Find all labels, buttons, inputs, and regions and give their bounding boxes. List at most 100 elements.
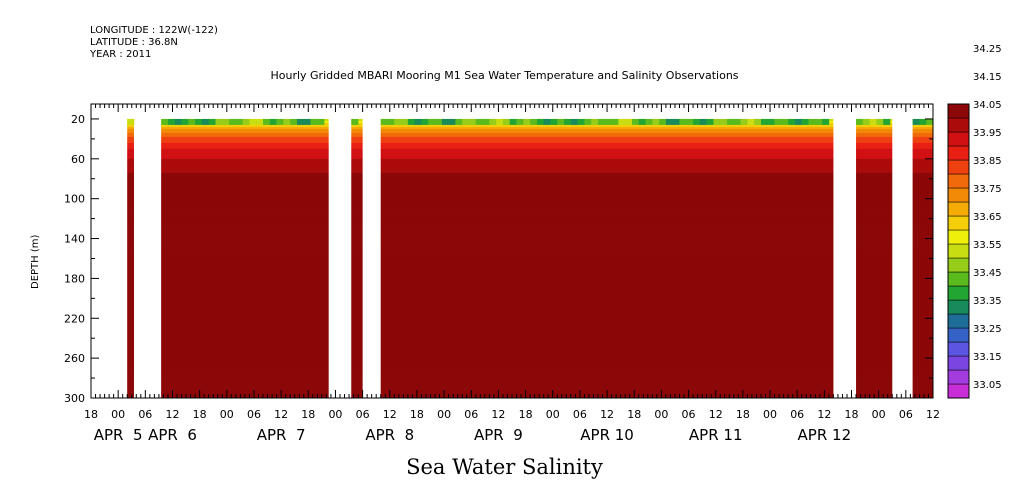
salinity-cell: [161, 294, 329, 297]
salinity-cell: [856, 126, 893, 130]
salinity-cell: [161, 234, 329, 237]
salinity-cell: [127, 144, 135, 148]
x-day-label: APR 7: [257, 426, 306, 444]
salinity-cell: [351, 240, 363, 243]
salinity-cell: [856, 390, 893, 393]
surface-cell: [912, 118, 920, 125]
salinity-cell: [161, 180, 329, 184]
salinity-cell: [912, 342, 933, 345]
x-tick-label: 18: [845, 408, 859, 421]
salinity-cell: [161, 144, 329, 148]
salinity-cell: [351, 392, 363, 395]
y-tick-label: 220: [64, 312, 85, 325]
salinity-cell: [161, 368, 329, 371]
salinity-cell: [856, 238, 893, 241]
salinity-cell: [380, 294, 834, 297]
colorbar-label: 33.95: [973, 128, 1002, 139]
salinity-cell: [856, 344, 893, 347]
salinity-cell: [912, 318, 933, 321]
salinity-cell: [380, 326, 834, 329]
salinity-cell: [161, 384, 329, 387]
salinity-cell: [351, 268, 363, 271]
salinity-cell: [351, 238, 363, 241]
salinity-cell: [351, 308, 363, 311]
salinity-cell: [380, 334, 834, 337]
salinity-cell: [912, 352, 933, 355]
colorbar-swatch: [947, 243, 970, 259]
salinity-cell: [912, 178, 933, 182]
salinity-cell: [912, 298, 933, 301]
salinity-cell: [912, 260, 933, 263]
salinity-cell: [856, 218, 893, 222]
salinity-cell: [380, 234, 834, 237]
salinity-cell: [380, 250, 834, 253]
salinity-cell: [380, 370, 834, 373]
salinity-cell: [161, 308, 329, 311]
salinity-cell: [127, 226, 135, 229]
salinity-cell: [856, 144, 893, 148]
salinity-cell: [380, 314, 834, 317]
salinity-cell: [127, 380, 135, 383]
x-day-label: APR 5: [94, 426, 143, 444]
salinity-cell: [856, 278, 893, 281]
salinity-cell: [380, 276, 834, 279]
salinity-cell: [912, 250, 933, 253]
surface-cell: [577, 118, 585, 125]
salinity-cell: [127, 194, 135, 198]
salinity-cell: [380, 256, 834, 259]
salinity-cell: [380, 304, 834, 307]
salinity-cell: [161, 178, 329, 182]
salinity-cell: [380, 386, 834, 389]
salinity-cell: [856, 324, 893, 327]
salinity-cell: [380, 264, 834, 267]
salinity-cell: [161, 282, 329, 285]
salinity-cell: [380, 340, 834, 343]
colorbar-swatch: [947, 215, 970, 231]
surface-cell: [665, 118, 674, 125]
surface-cell: [699, 118, 707, 125]
surface-cell: [570, 118, 578, 125]
salinity-cell: [127, 300, 135, 303]
surface-cell: [482, 118, 490, 125]
salinity-cell: [161, 204, 329, 208]
salinity-cell: [380, 134, 834, 138]
surface-cell: [455, 118, 463, 125]
salinity-cell: [380, 260, 834, 263]
salinity-cell: [127, 368, 135, 371]
salinity-cell: [856, 198, 893, 202]
salinity-cell: [161, 274, 329, 277]
salinity-cell: [161, 154, 329, 158]
salinity-cell: [380, 160, 834, 164]
salinity-cell: [856, 304, 893, 307]
surface-cell: [188, 118, 196, 125]
salinity-cell: [351, 146, 363, 150]
surface-cell: [557, 118, 565, 125]
salinity-cell: [380, 240, 834, 243]
salinity-cell: [161, 200, 329, 204]
surface-cell: [174, 118, 182, 125]
salinity-cell: [127, 210, 135, 214]
salinity-cell: [856, 184, 893, 188]
salinity-cell: [351, 128, 363, 132]
salinity-cell: [380, 194, 834, 198]
salinity-cell: [127, 296, 135, 299]
salinity-cell: [127, 248, 135, 251]
salinity-cell: [380, 284, 834, 287]
x-day-label: APR 8: [365, 426, 414, 444]
salinity-cell: [351, 324, 363, 327]
salinity-cell: [351, 144, 363, 148]
salinity-cell: [856, 360, 893, 363]
salinity-cell: [161, 372, 329, 375]
surface-cell: [468, 118, 477, 125]
salinity-cell: [351, 338, 363, 341]
y-tick-label: 260: [64, 352, 85, 365]
salinity-cell: [351, 182, 363, 186]
surface-cell: [296, 118, 305, 125]
salinity-cell: [856, 248, 893, 251]
salinity-cell: [351, 270, 363, 273]
salinity-cell: [127, 172, 135, 176]
salinity-cell: [380, 182, 834, 186]
x-tick-label: 00: [111, 408, 125, 421]
salinity-cell: [856, 280, 893, 283]
salinity-cell: [351, 172, 363, 176]
